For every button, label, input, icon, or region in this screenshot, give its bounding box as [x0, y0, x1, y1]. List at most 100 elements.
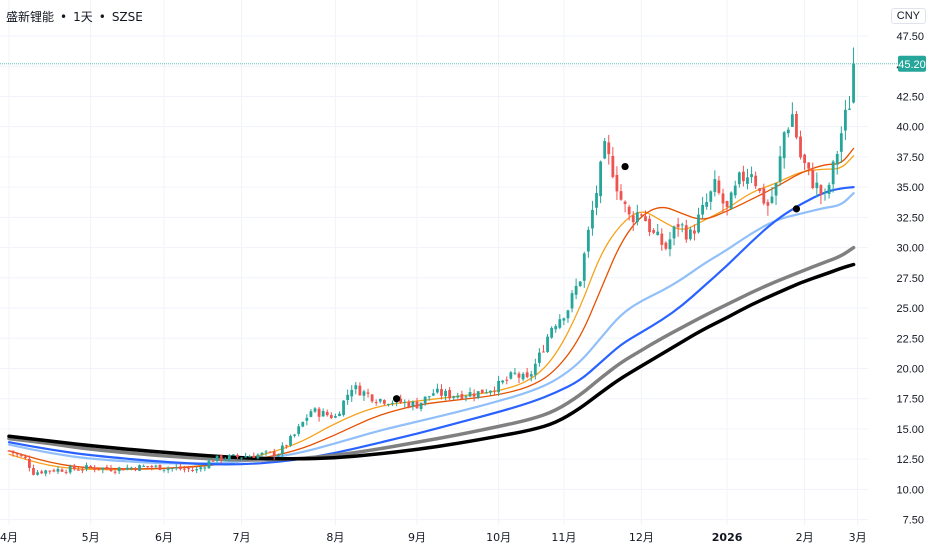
- event-marker: [792, 205, 801, 213]
- candle-body: [652, 230, 656, 233]
- candle-body: [387, 404, 390, 406]
- candle-body: [778, 156, 782, 182]
- candle-body: [346, 394, 350, 401]
- x-tick-label: 11月: [551, 531, 576, 544]
- candle-body: [546, 336, 549, 352]
- candle-body: [338, 413, 341, 417]
- candle-body: [117, 467, 121, 472]
- candle-body: [76, 469, 80, 471]
- candle-body: [268, 451, 272, 453]
- candle-body: [52, 470, 56, 472]
- candle-body: [436, 388, 439, 393]
- candle-body: [199, 467, 203, 470]
- candle-body: [656, 231, 660, 236]
- candle-body: [23, 456, 27, 458]
- candle-body: [468, 392, 472, 397]
- candle-body: [19, 455, 23, 457]
- candle-body: [195, 469, 199, 471]
- last-price-label-bg: [898, 55, 926, 72]
- y-tick-label: 40.00: [896, 122, 924, 134]
- candle-body: [472, 393, 476, 397]
- candle-body: [799, 136, 802, 158]
- candle-body: [684, 225, 688, 240]
- candle-body: [525, 372, 529, 378]
- exchange-label: SZSE: [111, 10, 143, 24]
- x-tick-label: 10月: [486, 531, 511, 544]
- candle-body: [142, 465, 146, 467]
- candle-body: [411, 401, 415, 407]
- candle-body: [737, 172, 741, 185]
- candle-body: [40, 471, 44, 474]
- candle-body: [501, 380, 505, 383]
- x-tick-label: 5月: [82, 531, 100, 544]
- candle-body: [134, 467, 137, 471]
- candle-body: [350, 389, 354, 397]
- candle-body: [305, 417, 309, 421]
- candle-body: [615, 174, 619, 192]
- y-tick-label: 47.50: [896, 31, 924, 43]
- candle-body: [293, 434, 296, 436]
- candle-body: [464, 396, 468, 398]
- candle-body: [125, 467, 129, 470]
- candle-body: [733, 185, 737, 196]
- candle-body: [790, 114, 794, 127]
- candle-body: [509, 372, 513, 379]
- candle-body: [240, 457, 243, 459]
- candle-body: [72, 465, 76, 470]
- candle-body: [174, 467, 178, 469]
- price-axis[interactable]: 47.5045.0042.5040.0037.5035.0032.5030.00…: [896, 31, 924, 527]
- currency-button[interactable]: CNY: [890, 8, 926, 24]
- candle-body: [36, 472, 39, 475]
- candle-body: [289, 435, 292, 446]
- candle-body: [586, 229, 590, 252]
- candle-body: [64, 471, 68, 473]
- symbol-header[interactable]: 盛新锂能 • 1天 • SZSE: [6, 8, 143, 25]
- candle-body: [758, 188, 762, 191]
- candle-body: [835, 153, 839, 165]
- candle-body: [782, 132, 786, 159]
- candle-body: [146, 466, 150, 468]
- candle-body: [150, 466, 154, 468]
- candle-body: [219, 455, 223, 461]
- candle-body: [223, 459, 227, 461]
- time-axis[interactable]: 4月 5月 6月 7月 8月 9月 10月 11月 12月 2026 2月 3月: [0, 531, 867, 544]
- candle-body: [627, 206, 631, 215]
- candle-body: [582, 253, 586, 281]
- candle-body: [497, 380, 500, 393]
- candle-body: [403, 401, 407, 403]
- candle-body: [542, 351, 545, 353]
- candle-body: [558, 319, 562, 328]
- candle-body: [166, 468, 170, 470]
- candle-body: [109, 468, 113, 471]
- x-tick-label: 3月: [849, 531, 867, 544]
- candle-body: [599, 161, 602, 197]
- candle-body: [297, 426, 301, 434]
- symbol-name: 盛新锂能: [6, 10, 55, 24]
- candle-body: [382, 400, 386, 404]
- candle-body: [729, 192, 733, 209]
- candle-body: [321, 411, 325, 417]
- candle-body: [460, 394, 464, 399]
- candle-body: [256, 454, 260, 459]
- candle-body: [215, 455, 219, 462]
- candle-body: [354, 385, 358, 390]
- candle-body: [603, 141, 607, 159]
- candle-body: [121, 468, 125, 471]
- candle-body: [329, 415, 333, 419]
- candle-body: [32, 468, 35, 475]
- candle-body: [709, 191, 713, 202]
- candle-body: [358, 385, 362, 396]
- candle-body: [839, 133, 843, 152]
- candle-body: [89, 466, 92, 468]
- candle-body: [334, 416, 337, 418]
- x-tick-label: 7月: [233, 531, 251, 544]
- candle-body: [97, 468, 101, 470]
- candle-body: [521, 373, 525, 380]
- y-tick-label: 10.00: [896, 484, 924, 496]
- x-tick-label: 6月: [155, 531, 173, 544]
- candle-body: [272, 451, 276, 457]
- candle-body: [399, 398, 403, 403]
- candle-body: [427, 396, 431, 398]
- candle-body: [517, 373, 521, 378]
